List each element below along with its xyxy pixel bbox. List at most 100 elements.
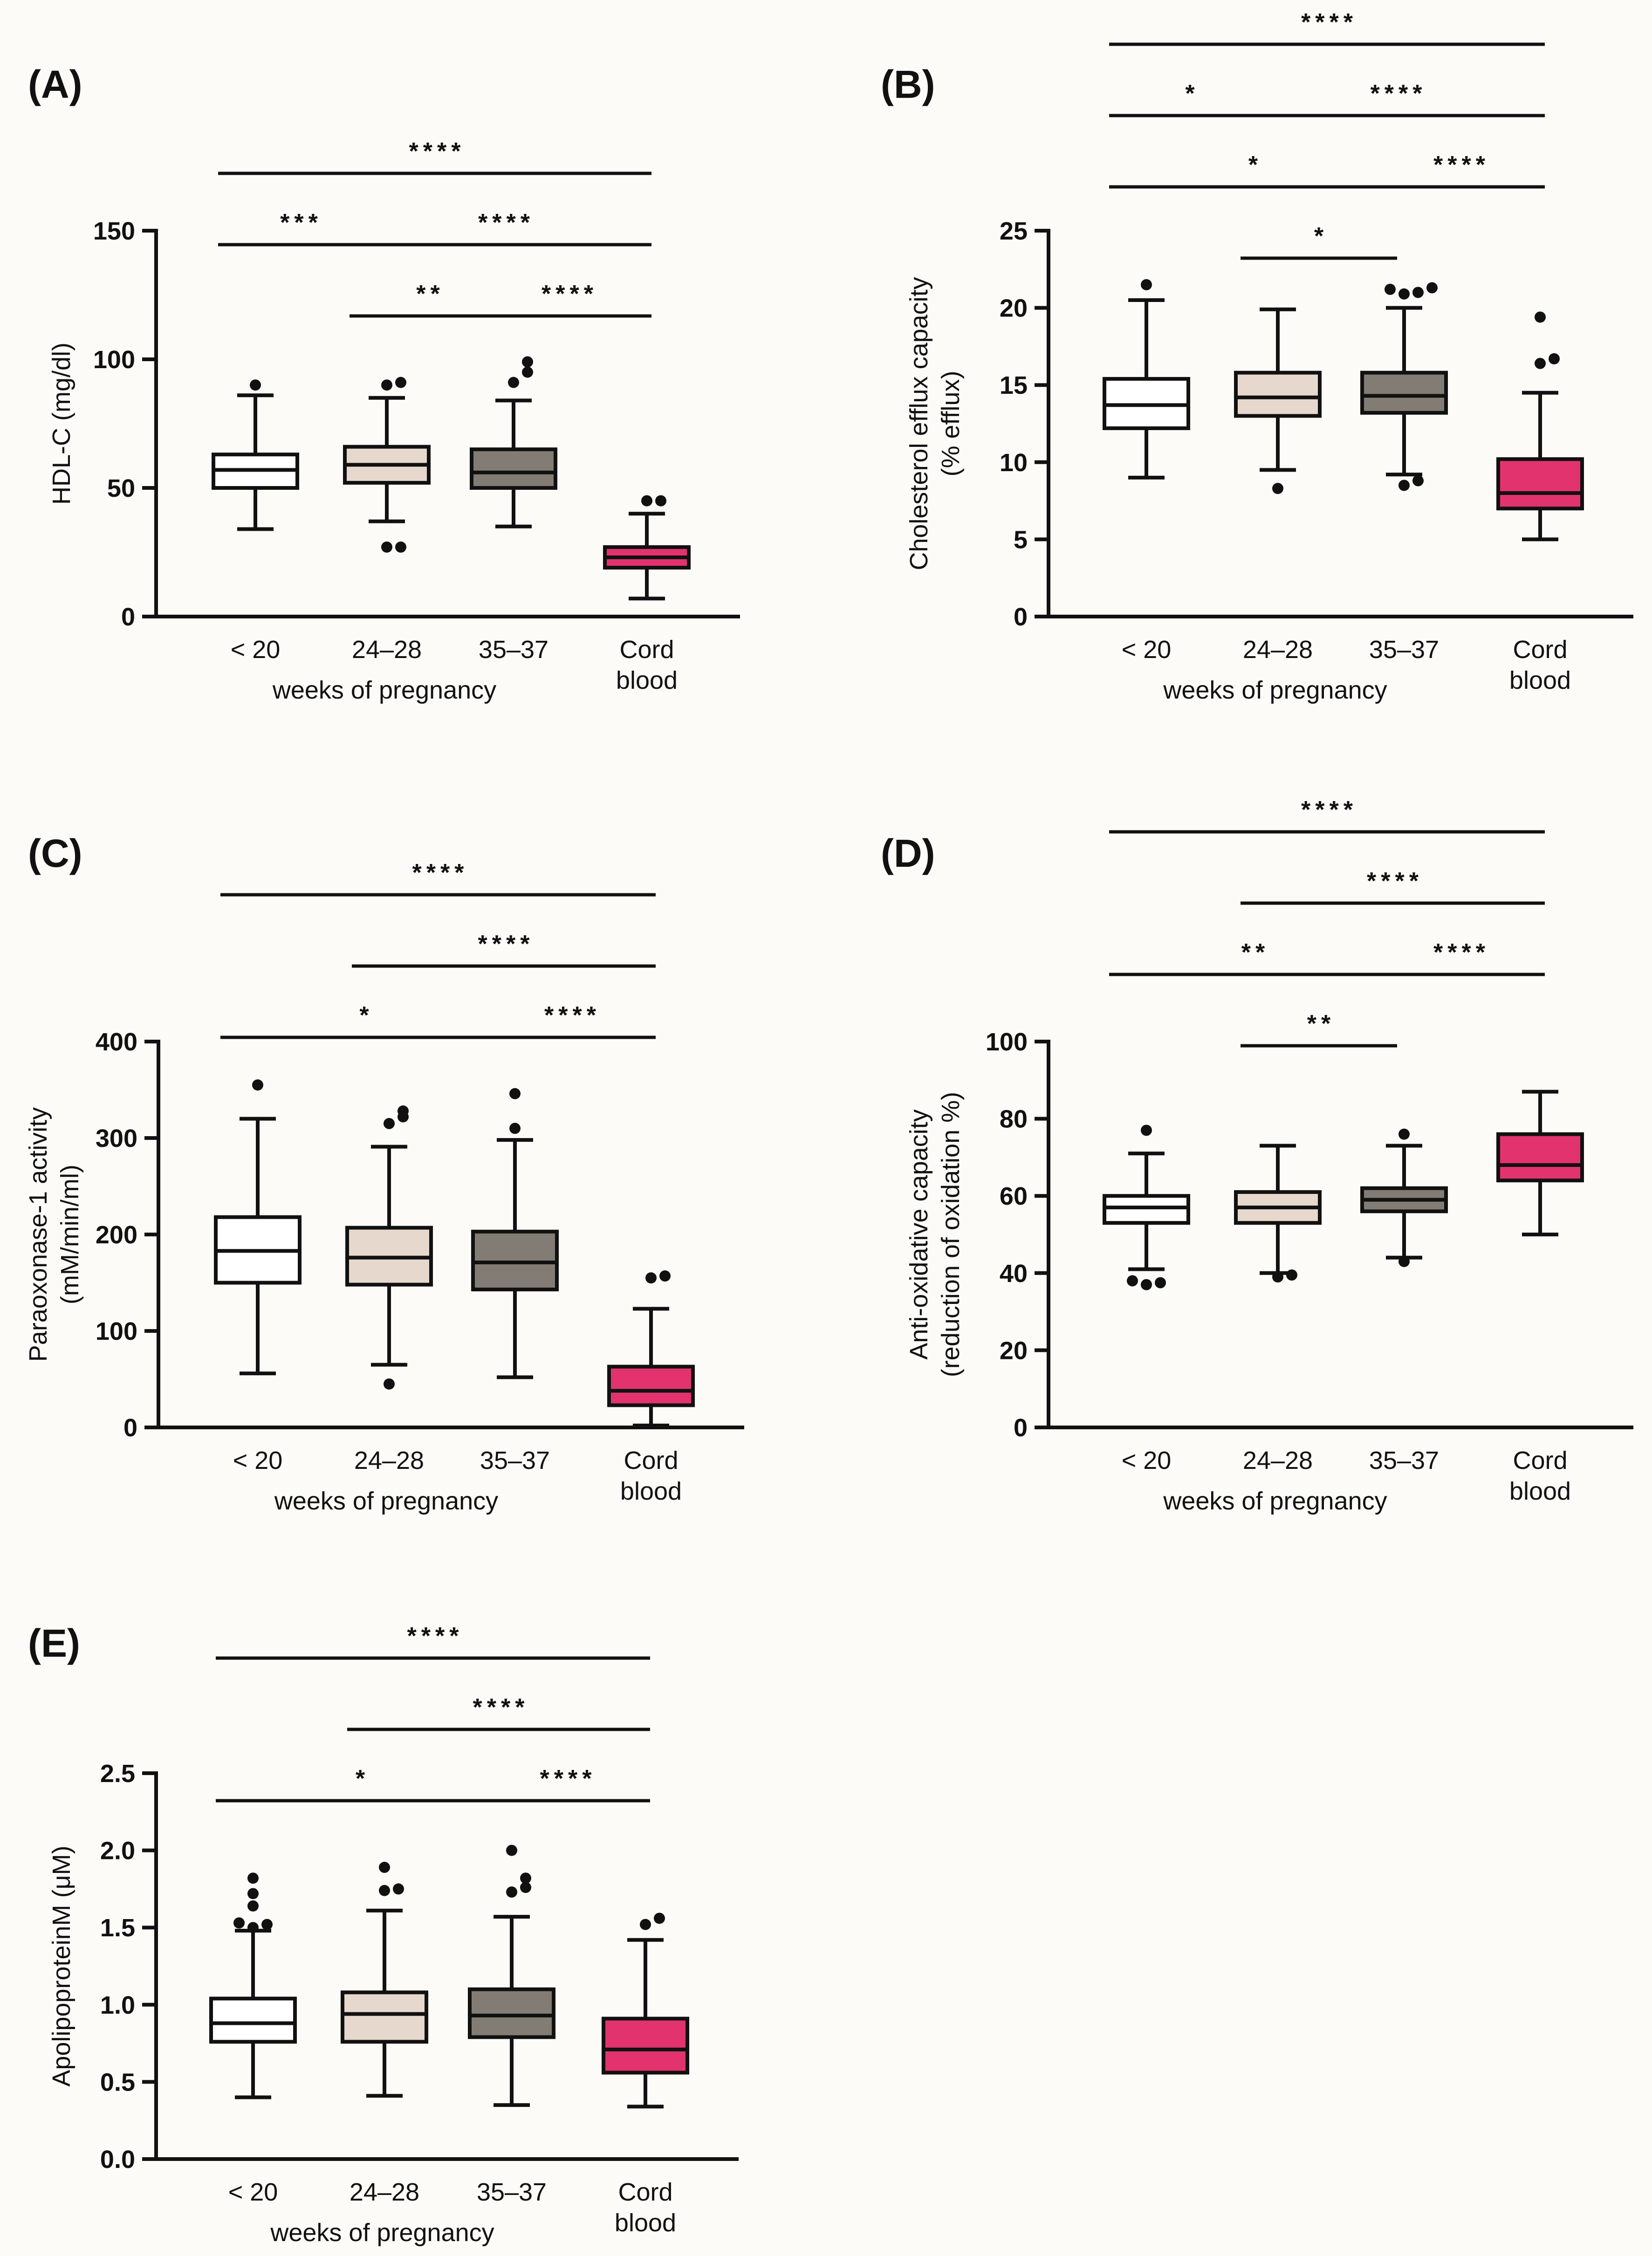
y-tick-label: 20 [1000, 1337, 1028, 1365]
outlier-point [1412, 475, 1424, 487]
y-tick-label: 0 [123, 1414, 137, 1442]
x-tick-label: 35–37 [1369, 1447, 1439, 1474]
outlier-point [1535, 311, 1546, 323]
iqr-box [1103, 1194, 1190, 1225]
x-tick-label: 24–28 [352, 636, 422, 664]
box-24-28 [1234, 1144, 1322, 1283]
y-tick-label: 200 [96, 1221, 137, 1249]
outlier-point [381, 379, 392, 391]
y-tick-label: 0 [121, 603, 135, 631]
iqr-box [341, 1990, 428, 2044]
significance-bar: **** [356, 209, 651, 247]
significance-label: * [1248, 151, 1262, 178]
x-axis-title: weeks of pregnancy [1163, 676, 1387, 704]
iqr-box [471, 1229, 559, 1291]
significance-bar: **** [347, 1694, 650, 1731]
panel-e: (E) 0.0 0.5 1.0 1.5 2.0 2.5 ApolipoproteinM (μM… [28, 1621, 739, 2247]
x-tick-label: < 20 [231, 636, 281, 664]
box-cord-blood [603, 495, 691, 601]
panel-b: (B) 0 5 10 15 20 25 Cholesterol efflux capacity… [881, 9, 1633, 704]
x-tick-label: 35–37 [1369, 636, 1439, 664]
x-tick-label: < 20 [1122, 636, 1172, 664]
x-axis-title: weeks of pregnancy [272, 676, 496, 704]
iqr-box [1234, 370, 1322, 418]
box-lt20 [1103, 279, 1190, 480]
y-tick-label: 400 [96, 1028, 137, 1056]
x-axis-title: weeks of pregnancy [1163, 1487, 1387, 1515]
outlier-point [1155, 1277, 1166, 1289]
y-tick-label: 0.5 [100, 2068, 135, 2096]
outlier-point [509, 1123, 521, 1134]
outlier-point [1398, 1128, 1410, 1140]
x-tick-label: blood [1509, 1477, 1571, 1505]
outlier-point [393, 1883, 404, 1895]
box-lt20 [1103, 1125, 1190, 1290]
x-tick-label: Cord [1513, 1447, 1567, 1474]
x-tick-label: blood [616, 666, 678, 694]
significance-label: **** [1433, 939, 1490, 966]
y-axis-title: HDL-C (mg/dl) [48, 343, 75, 505]
outlier-point [1398, 480, 1410, 491]
outlier-point [645, 1272, 657, 1284]
significance-label: **** [540, 1765, 596, 1792]
significance-bar: **** [220, 859, 656, 897]
box-24-28 [1234, 307, 1322, 494]
iqr-box [607, 1365, 695, 1407]
outlier-point [384, 1118, 395, 1129]
iqr-box [1496, 1132, 1584, 1183]
box-35-37 [468, 1845, 555, 2107]
outlier-point [250, 379, 261, 391]
x-tick-label: 35–37 [480, 1447, 550, 1474]
outlier-point [522, 356, 533, 368]
x-tick-label: 24–28 [354, 1447, 424, 1474]
box-24-28 [345, 1105, 433, 1390]
outlier-point [1426, 282, 1438, 294]
x-tick-label: < 20 [1122, 1447, 1172, 1474]
y-axis-title: Anti-oxidative capacity (reduction of oxi… [905, 1092, 965, 1377]
outlier-point [641, 495, 652, 507]
y-axis-title-line: HDL-C (mg/dl) [48, 343, 75, 505]
outlier-point [1398, 288, 1410, 300]
significance-label: ** [416, 281, 444, 308]
significance-label: * [1314, 223, 1328, 250]
box-35-37 [470, 356, 557, 528]
x-tick-label: 35–37 [477, 2178, 547, 2206]
outlier-point [381, 541, 392, 553]
significance-bar: **** [483, 281, 651, 318]
y-tick-label: 50 [107, 474, 135, 502]
y-tick-label: 100 [96, 1317, 137, 1345]
outlier-point [1272, 483, 1283, 494]
significance-label: **** [542, 281, 598, 308]
iqr-box [602, 2016, 689, 2075]
panel-label: (A) [28, 62, 82, 106]
box-cord-blood [607, 1270, 695, 1427]
outlier-point [252, 1079, 263, 1091]
outlier-point [398, 1105, 409, 1117]
outlier-point [247, 1922, 259, 1934]
y-tick-label: 15 [1000, 371, 1028, 399]
panel-label: (D) [881, 831, 935, 875]
y-tick-label: 150 [93, 217, 135, 245]
significance-bar: * [1109, 80, 1271, 117]
y-axis-title-line: (reduction of oxidation %) [937, 1092, 965, 1377]
outlier-point [247, 1900, 259, 1912]
y-tick-label: 2.0 [100, 1837, 135, 1865]
box-35-37 [1360, 1128, 1448, 1267]
significance-label: *** [280, 209, 322, 236]
significance-label: **** [473, 1694, 529, 1721]
x-tick-label: Cord [624, 1447, 678, 1474]
outlier-point [1385, 283, 1396, 295]
box-lt20 [209, 1872, 297, 2099]
significance-label: ** [1241, 939, 1269, 966]
y-tick-label: 2.5 [100, 1760, 135, 1788]
significance-label: * [1185, 80, 1199, 107]
box-35-37 [471, 1088, 559, 1379]
iqr-box [1360, 370, 1448, 415]
y-tick-label: 40 [1000, 1260, 1028, 1288]
significance-bar: **** [218, 138, 651, 175]
y-tick-label: 300 [96, 1125, 137, 1152]
outlier-point [520, 1872, 531, 1884]
significance-label: **** [478, 209, 535, 236]
significance-bar: **** [216, 1623, 650, 1660]
significance-label: * [356, 1765, 370, 1792]
